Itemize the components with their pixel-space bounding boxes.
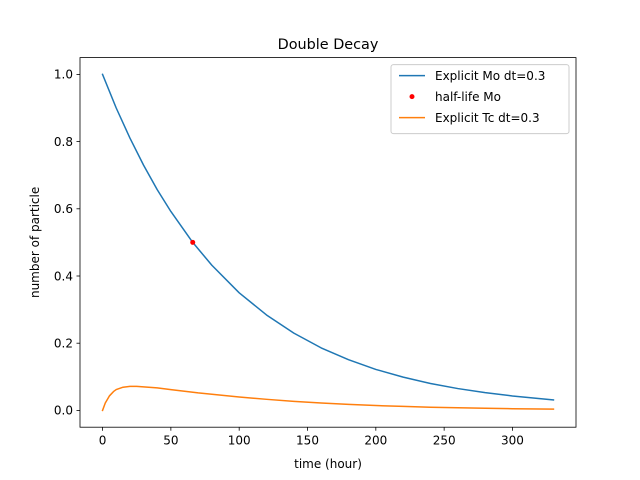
y-axis-label: number of particle xyxy=(28,187,42,298)
legend-label-1: half-life Mo xyxy=(435,90,501,104)
series-line-0 xyxy=(101,73,555,401)
legend-label-0: Explicit Mo dt=0.3 xyxy=(435,69,545,83)
y-axis: 0.0 0.2 0.4 0.6 0.8 1.0 xyxy=(54,68,80,418)
x-tick-label-6: 300 xyxy=(501,434,524,448)
chart-title: Double Decay xyxy=(278,37,379,53)
x-tick-label-2: 100 xyxy=(228,434,251,448)
plot-marks xyxy=(101,73,555,412)
x-axis: 0 50 100 150 200 250 300 xyxy=(99,427,524,448)
plot-frame xyxy=(79,57,577,428)
legend-label-2: Explicit Tc dt=0.3 xyxy=(435,111,540,125)
series-line-2 xyxy=(101,385,555,412)
legend-box xyxy=(390,64,570,135)
legend: Explicit Mo dt=0.3 half-life Mo Explicit T… xyxy=(390,64,570,135)
y-tick-label-2: 0.4 xyxy=(54,269,73,283)
y-tick-label-0: 0.0 xyxy=(54,404,73,418)
y-tick-label-1: 0.2 xyxy=(54,337,73,351)
legend-swatch-1 xyxy=(409,94,415,100)
series-point-1-0 xyxy=(190,239,196,245)
x-tick-label-1: 50 xyxy=(163,434,178,448)
x-tick-label-3: 150 xyxy=(296,434,319,448)
x-axis-label: time (hour) xyxy=(294,457,362,471)
y-tick-label-5: 1.0 xyxy=(54,68,73,82)
y-tick-label-4: 0.8 xyxy=(54,135,73,149)
x-tick-label-5: 250 xyxy=(433,434,456,448)
y-tick-label-3: 0.6 xyxy=(54,202,73,216)
x-tick-label-0: 0 xyxy=(99,434,107,448)
x-tick-label-4: 200 xyxy=(364,434,387,448)
